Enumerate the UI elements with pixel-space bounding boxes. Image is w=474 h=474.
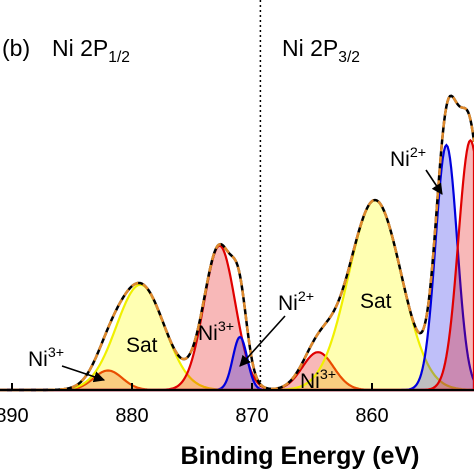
region-label: Ni 2P3/2 bbox=[282, 35, 360, 66]
label-sup: 3+ bbox=[320, 367, 336, 383]
x-tick-label: 890 bbox=[0, 405, 29, 427]
label-text: Ni 2P bbox=[52, 35, 108, 61]
annotation-arrow bbox=[61, 365, 106, 383]
x-axis-label: Binding Energy (eV) bbox=[181, 442, 420, 470]
label-sub: 1/2 bbox=[108, 49, 130, 66]
panel-label: (b) bbox=[2, 35, 30, 61]
annotation-arrow bbox=[425, 169, 443, 195]
label-sup: 3+ bbox=[218, 319, 234, 335]
region-label: Ni 2P1/2 bbox=[52, 35, 130, 66]
peak-label: Sat bbox=[126, 334, 158, 357]
label-sup: 2+ bbox=[298, 289, 314, 305]
peak-label: Ni3+ bbox=[198, 319, 234, 345]
peak-label: Ni2+ bbox=[390, 145, 426, 171]
label-text: Ni 2P bbox=[282, 35, 338, 61]
peak-label: Sat bbox=[360, 290, 392, 313]
label-text: Ni bbox=[390, 148, 410, 171]
x-tick-label: 880 bbox=[115, 405, 148, 427]
label-text: Ni bbox=[28, 348, 48, 371]
x-tick-label: 860 bbox=[355, 405, 388, 427]
label-text: Ni bbox=[198, 322, 218, 345]
label-sup: 3+ bbox=[48, 345, 64, 361]
label-text: Ni bbox=[278, 292, 298, 315]
label-sup: 2+ bbox=[410, 145, 426, 161]
fit-curve bbox=[0, 94, 474, 392]
peak-label: Ni3+ bbox=[28, 345, 64, 371]
label-sub: 3/2 bbox=[338, 49, 360, 66]
peak-label: Ni3+ bbox=[300, 367, 336, 393]
x-tick-label: 870 bbox=[235, 405, 268, 427]
annotation-arrow bbox=[239, 315, 286, 367]
peak-label: Ni2+ bbox=[278, 289, 314, 315]
label-text: Ni bbox=[300, 370, 320, 393]
